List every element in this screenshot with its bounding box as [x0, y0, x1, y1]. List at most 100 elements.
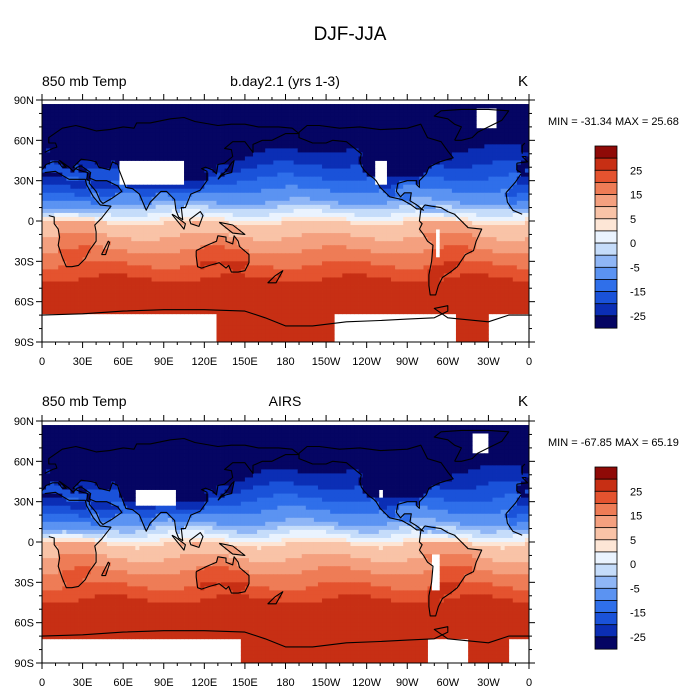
map-cell	[131, 225, 136, 230]
map-cell	[484, 257, 489, 262]
map-cell	[139, 208, 144, 214]
map-cell	[228, 212, 234, 218]
map-cell	[520, 124, 526, 129]
map-cell	[378, 108, 384, 113]
map-cell	[98, 152, 104, 157]
map-cell	[382, 237, 388, 242]
map-cell	[159, 257, 165, 262]
map-cell	[179, 112, 185, 117]
map-cell	[480, 104, 485, 109]
map-cell	[220, 208, 226, 214]
map-cell	[427, 188, 432, 194]
map-cell	[62, 156, 67, 161]
map-cell	[248, 208, 254, 214]
map-cell	[119, 273, 124, 278]
map-cell	[273, 208, 278, 214]
map-cell	[228, 164, 234, 169]
map-cell	[455, 128, 461, 133]
map-cell	[516, 108, 522, 113]
map-cell	[322, 225, 327, 230]
map-cell	[330, 108, 335, 113]
map-cell	[240, 196, 246, 202]
map-cell	[147, 212, 152, 218]
map-cell	[317, 261, 323, 266]
map-cell	[309, 112, 315, 117]
map-cell	[447, 136, 453, 141]
map-cell	[419, 184, 424, 190]
map-cell	[423, 261, 428, 266]
map-cell	[159, 237, 165, 242]
map-cell	[322, 148, 327, 153]
map-cell	[358, 241, 364, 246]
map-cell	[171, 120, 177, 125]
map-cell	[82, 108, 88, 113]
map-cell	[269, 176, 274, 182]
map-cell	[492, 196, 497, 202]
map-cell	[94, 253, 100, 258]
map-cell	[66, 261, 71, 266]
map-cell	[358, 233, 364, 238]
map-cell	[322, 164, 327, 169]
map-cell	[326, 132, 331, 137]
map-cell	[90, 241, 96, 246]
map-cell	[58, 176, 63, 182]
map-cell	[301, 269, 307, 274]
map-cell	[127, 132, 132, 137]
map-cell	[163, 148, 169, 153]
map-cell	[42, 124, 47, 129]
map-cell	[427, 116, 432, 121]
map-cell	[220, 265, 226, 270]
map-cell	[480, 140, 485, 145]
map-cell	[216, 249, 221, 254]
map-cell	[476, 241, 481, 246]
map-cell	[435, 176, 441, 182]
map-cell	[508, 120, 514, 125]
map-cell	[277, 116, 282, 121]
map-cell	[431, 221, 437, 226]
map-cell	[309, 257, 315, 262]
map-cell	[106, 108, 112, 113]
map-cell	[277, 156, 282, 161]
map-cell	[66, 245, 71, 250]
map-cell	[261, 200, 266, 206]
map-cell	[374, 204, 380, 210]
map-cell	[147, 253, 152, 258]
map-cell	[159, 229, 165, 234]
map-cell	[62, 208, 67, 214]
map-cell	[354, 120, 359, 125]
map-cell	[131, 233, 136, 238]
map-cell	[248, 164, 254, 169]
map-cell	[192, 188, 197, 194]
map-cell	[480, 257, 485, 262]
map-cell	[460, 144, 465, 149]
map-cell	[366, 184, 372, 190]
map-cell	[204, 120, 209, 125]
map-cell	[524, 229, 530, 234]
map-cell	[244, 148, 250, 153]
map-cell	[50, 176, 55, 182]
map-cell	[110, 204, 116, 210]
map-cell	[78, 132, 83, 137]
map-cell	[305, 253, 311, 258]
map-cell	[472, 132, 477, 137]
map-cell	[244, 168, 250, 173]
map-cell	[179, 233, 185, 238]
map-cell	[431, 204, 437, 210]
map-cell	[224, 120, 230, 125]
map-cell	[171, 136, 177, 141]
map-cell	[220, 249, 226, 254]
map-cell	[391, 261, 396, 266]
map-cell	[346, 140, 351, 145]
map-cell	[62, 237, 67, 242]
map-cell	[520, 108, 526, 113]
map-cell	[358, 229, 364, 234]
map-cell	[86, 216, 92, 222]
map-cell	[330, 265, 335, 270]
map-cell	[431, 180, 437, 186]
map-cell	[508, 192, 514, 198]
map-cell	[261, 136, 266, 141]
map-cell	[147, 112, 152, 117]
map-cell	[208, 156, 213, 161]
map-cell	[232, 229, 238, 234]
map-cell	[224, 237, 230, 242]
